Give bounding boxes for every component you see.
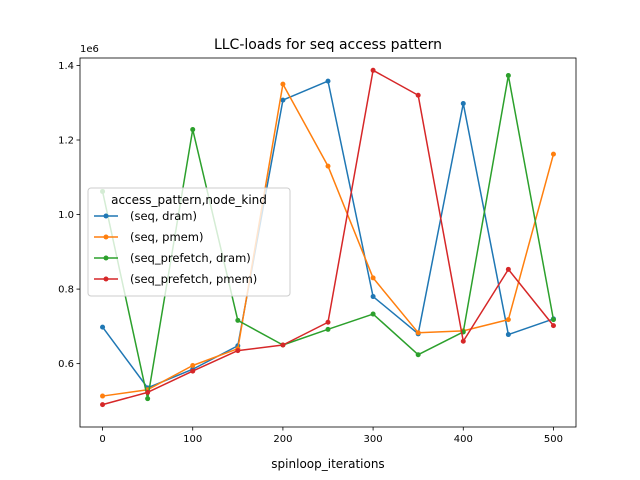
series-3-point-3 [235, 348, 241, 354]
x-tick-label-0: 0 [99, 434, 105, 445]
series-0-point-8 [460, 100, 466, 106]
legend-marker-0 [103, 213, 109, 219]
plot-frame [79, 57, 577, 428]
y-tick-label-0: 0.6 [58, 359, 74, 370]
y-tick-label-2: 1.0 [58, 210, 74, 221]
series-3-point-10 [550, 323, 556, 329]
series-2-point-10 [550, 317, 556, 323]
x-tick-label-5: 500 [544, 434, 563, 445]
x-tick-label-1: 100 [183, 434, 202, 445]
series-1-point-10 [550, 151, 556, 157]
series-1-point-2 [190, 363, 196, 368]
x-tick-label-2: 200 [273, 434, 292, 445]
series-3-point-1 [145, 389, 151, 395]
series-1-point-4 [280, 81, 286, 87]
x-axis-label: spinloop_iterations [271, 457, 384, 471]
x-tick-label-3: 300 [364, 434, 383, 445]
series-0-point-9 [505, 332, 511, 338]
legend-label-2: (seq_prefetch, dram) [130, 251, 251, 265]
legend-label-0: (seq, dram) [130, 209, 197, 223]
series-3-point-4 [280, 342, 286, 348]
y-axis-offset-label: 1e6 [80, 44, 99, 55]
series-0-point-6 [370, 294, 376, 300]
series-1-point-0 [100, 393, 106, 399]
legend: access_pattern,node_kind (seq, dram) (seq… [87, 187, 291, 297]
series-3-point-5 [325, 319, 331, 325]
legend-title: access_pattern,node_kind [111, 193, 267, 207]
series-1-point-7 [415, 330, 421, 336]
series-0-point-0 [100, 324, 106, 330]
series-1-point-9 [505, 317, 511, 323]
chart-title: LLC-loads for seq access pattern [214, 37, 442, 53]
series-2-point-7 [415, 352, 421, 358]
series-2-point-6 [370, 311, 376, 317]
y-tick-label-3: 1.2 [58, 136, 74, 147]
series-3-point-6 [370, 67, 376, 73]
series-2-point-9 [505, 73, 511, 79]
legend-marker-3 [103, 276, 109, 282]
plot-lines [100, 67, 556, 408]
series-3-point-7 [415, 92, 421, 98]
series-3-point-8 [460, 338, 466, 344]
legend-box [87, 187, 291, 297]
legend-label-3: (seq_prefetch, pmem) [130, 272, 257, 286]
legend-marker-2 [103, 255, 109, 261]
series-0-point-5 [325, 78, 331, 84]
legend-label-1: (seq, pmem) [130, 230, 203, 244]
series-1-point-5 [325, 163, 331, 169]
series-2-point-2 [190, 127, 196, 133]
x-tick-label-4: 400 [454, 434, 473, 445]
series-1-point-6 [370, 275, 376, 281]
y-tick-label-1: 0.8 [58, 285, 74, 296]
series-2-point-5 [325, 326, 331, 332]
axes: 0 100 200 300 400 500 0.6 0.8 1.0 1.2 1.4 [58, 57, 577, 445]
series-3-point-9 [505, 266, 511, 272]
series-3-point-2 [190, 368, 196, 374]
series-0-point-4 [280, 97, 286, 103]
series-2-point-1 [145, 396, 151, 402]
series-3-point-0 [100, 402, 106, 408]
legend-marker-1 [103, 234, 109, 240]
series-2-point-3 [235, 317, 241, 323]
y-tick-label-4: 1.4 [58, 61, 74, 72]
